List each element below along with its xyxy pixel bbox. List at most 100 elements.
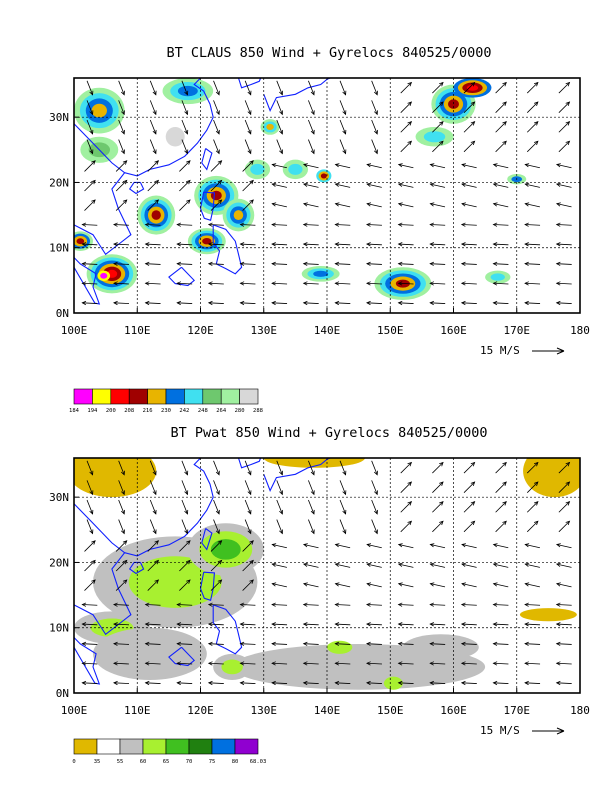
colorbar: 184 194 200 208 216 230 242 248 264 280 288 (69, 388, 263, 414)
wind-vector (244, 119, 252, 135)
wind-vector-head (91, 540, 96, 545)
wind-vector (398, 604, 414, 606)
wind-vector (303, 604, 319, 606)
wind-vector (526, 481, 539, 493)
wind-vector (463, 101, 475, 113)
wind-vector-head (239, 661, 245, 666)
wind-vector-head (279, 509, 284, 515)
wind-vector (461, 623, 477, 626)
wind-vector-head (492, 242, 498, 247)
wind-vector-head (271, 300, 276, 306)
wind-vector (113, 224, 129, 226)
wind-vector (335, 164, 351, 169)
wind-vector (115, 540, 128, 552)
wind-vector-head (239, 281, 245, 286)
wind-vector-head (302, 562, 308, 567)
wind-vector (495, 121, 507, 133)
wind-vector (213, 80, 220, 95)
wind-vector-head (144, 222, 150, 227)
coastline (124, 78, 214, 177)
wind-vector-head (122, 160, 128, 165)
wind-vector (526, 82, 539, 94)
wind-vector (461, 183, 477, 188)
wind-vector-head (342, 110, 347, 116)
wind-vector (430, 623, 446, 626)
wind-vector-head (279, 110, 284, 116)
x-tick-label: 180 (570, 704, 590, 717)
vector-reference-arrowhead (556, 727, 565, 735)
wind-vector (82, 623, 98, 626)
wind-vector (495, 481, 507, 493)
wind-vectors (81, 460, 572, 686)
field-contour (288, 163, 303, 175)
wind-vector-head (249, 540, 254, 545)
y-tick-label: 0N (56, 307, 69, 320)
coastline (201, 148, 213, 171)
wind-vector (525, 243, 541, 246)
wind-vector-head (176, 661, 182, 666)
wind-vector-head (121, 90, 125, 96)
x-tick-label: 100E (61, 324, 88, 337)
wind-vector-head (113, 281, 118, 286)
wind-vector (430, 243, 446, 246)
colorbar-swatch (211, 738, 236, 755)
wind-vector (113, 623, 129, 626)
wind-vector (556, 682, 572, 684)
wind-vector (556, 243, 572, 246)
wind-vector (303, 662, 319, 665)
coastline (199, 571, 215, 602)
wind-vector-head (565, 121, 571, 126)
wind-vector-head (91, 559, 96, 565)
wind-vector (208, 282, 224, 285)
wind-vector (149, 80, 157, 95)
wind-vector (240, 302, 256, 304)
wind-vector (181, 499, 188, 515)
colorbar-label: 80 (232, 759, 239, 765)
field-contour (320, 173, 327, 179)
wind-vector (493, 164, 509, 169)
wind-vector (208, 623, 224, 626)
wind-vector-head (407, 101, 413, 106)
field-contour (100, 272, 108, 279)
wind-vector-head (374, 90, 378, 96)
wind-vector-head (502, 81, 507, 87)
wind-vector (367, 544, 382, 549)
wind-vector (118, 139, 125, 154)
wind-vector-head (113, 622, 118, 627)
wind-vector (526, 501, 539, 513)
wind-vector (339, 460, 346, 475)
wind-vector (463, 121, 475, 133)
wind-vector (242, 160, 254, 172)
wind-vector (244, 139, 252, 154)
wind-vector-head (186, 540, 191, 545)
wind-vector-head (429, 202, 435, 207)
wind-vector-head (334, 300, 340, 306)
wind-vector-head (121, 110, 125, 116)
field-contour (210, 190, 222, 201)
wind-vector-head (429, 543, 435, 548)
wind-vector-head (524, 182, 530, 187)
wind-vector (493, 583, 509, 588)
wind-vector-head (524, 281, 529, 286)
wind-vector-head (152, 470, 157, 476)
wind-vector (208, 662, 224, 665)
wind-vector (463, 520, 475, 533)
wind-vector (400, 121, 412, 133)
wind-vector (398, 544, 414, 549)
wind-vector-head (271, 582, 277, 587)
wind-vector-head (524, 661, 529, 666)
wind-vector (558, 121, 570, 133)
wind-vector (272, 544, 287, 549)
coastline (74, 503, 132, 636)
wind-vector (145, 623, 161, 626)
wind-vector (366, 243, 382, 246)
x-tick-label: 100E (61, 704, 88, 717)
wind-vector (308, 480, 315, 495)
wind-vector-head (407, 121, 413, 126)
wind-vector-head (407, 501, 413, 506)
wind-vector-head (121, 149, 125, 155)
wind-vector-head (215, 490, 220, 496)
wind-vector (240, 662, 256, 665)
wind-vector-head (533, 81, 539, 87)
wind-vector (556, 604, 572, 606)
